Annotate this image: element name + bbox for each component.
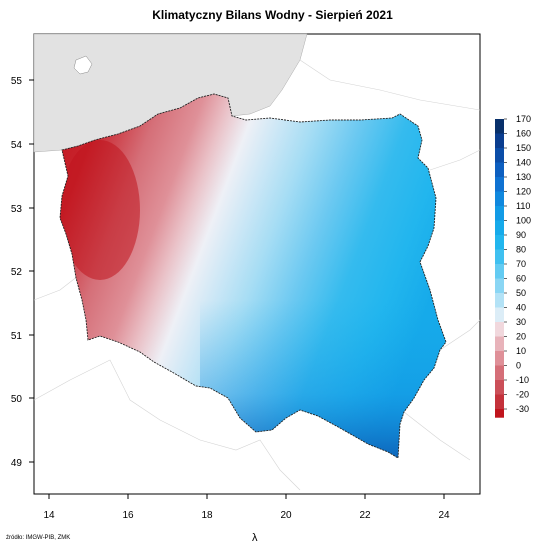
legend-label: -20 — [516, 390, 529, 400]
island-bornholm — [73, 55, 93, 75]
legend-swatch — [495, 162, 504, 177]
legend-swatch — [495, 394, 504, 409]
legend-label: 40 — [516, 303, 526, 313]
legend-swatch — [495, 220, 504, 235]
legend-label: 170 — [516, 114, 531, 124]
legend-label: 80 — [516, 245, 526, 255]
legend-swatch — [495, 264, 504, 279]
y-tick-label: 49 — [11, 458, 23, 469]
legend-label: 20 — [516, 332, 526, 342]
legend-swatch — [495, 365, 504, 380]
legend-label: 50 — [516, 288, 526, 298]
legend-label: 70 — [516, 259, 526, 269]
legend-swatch — [495, 322, 504, 337]
legend-swatch — [495, 133, 504, 148]
y-axis — [29, 79, 34, 463]
y-tick-label: 55 — [11, 76, 23, 87]
y-tick-label: 54 — [11, 140, 23, 151]
legend-swatch — [495, 307, 504, 322]
legend-label: 150 — [516, 143, 531, 153]
x-tick-labels: 14 16 18 20 22 24 — [43, 510, 450, 521]
legend-label: 140 — [516, 158, 531, 168]
legend-label: 120 — [516, 187, 531, 197]
x-tick-label: 18 — [201, 510, 213, 521]
x-tick-label: 16 — [122, 510, 134, 521]
y-tick-label: 53 — [11, 204, 23, 215]
y-tick-label: 50 — [11, 394, 23, 405]
y-tick-labels: 55 54 53 52 51 50 49 — [11, 76, 23, 469]
legend-label: -30 — [516, 404, 529, 414]
legend-swatch — [495, 351, 504, 366]
legend-swatch — [495, 206, 504, 221]
legend-label: 60 — [516, 274, 526, 284]
source-note: źródło: IMGW-PIB, ZMK — [6, 535, 71, 541]
map-title: Klimatyczny Bilans Wodny - Sierpień 2021 — [152, 8, 393, 22]
x-axis — [48, 494, 445, 499]
legend-swatch — [495, 148, 504, 163]
legend-label: 110 — [516, 201, 530, 211]
legend-label: 30 — [516, 317, 526, 327]
legend-swatch — [495, 293, 504, 308]
legend-label: 130 — [516, 172, 531, 182]
x-tick-label: 14 — [43, 510, 55, 521]
legend-swatch — [495, 249, 504, 264]
legend-label: -10 — [516, 375, 529, 385]
legend-label: 100 — [516, 216, 531, 226]
legend-label: 160 — [516, 129, 531, 139]
x-tick-label: 20 — [280, 510, 292, 521]
legend-swatch — [495, 119, 504, 134]
y-tick-label: 52 — [11, 267, 23, 278]
legend-label: 0 — [516, 361, 521, 371]
legend-swatch — [495, 278, 504, 293]
y-tick-label: 51 — [11, 331, 23, 342]
x-tick-label: 22 — [359, 510, 371, 521]
legend-swatch — [495, 177, 504, 192]
legend-label: 10 — [516, 346, 526, 356]
legend-swatch — [495, 235, 504, 250]
legend-colorbar: 1701601501401301201101009080706050403020… — [495, 114, 531, 418]
legend-swatch — [495, 380, 504, 395]
legend-label: 90 — [516, 230, 526, 240]
x-axis-label: λ — [252, 532, 258, 544]
legend-swatch — [495, 191, 504, 206]
neighbor-borders — [33, 59, 481, 491]
x-tick-label: 24 — [438, 510, 450, 521]
legend-swatch — [495, 409, 504, 418]
legend-swatch — [495, 336, 504, 351]
